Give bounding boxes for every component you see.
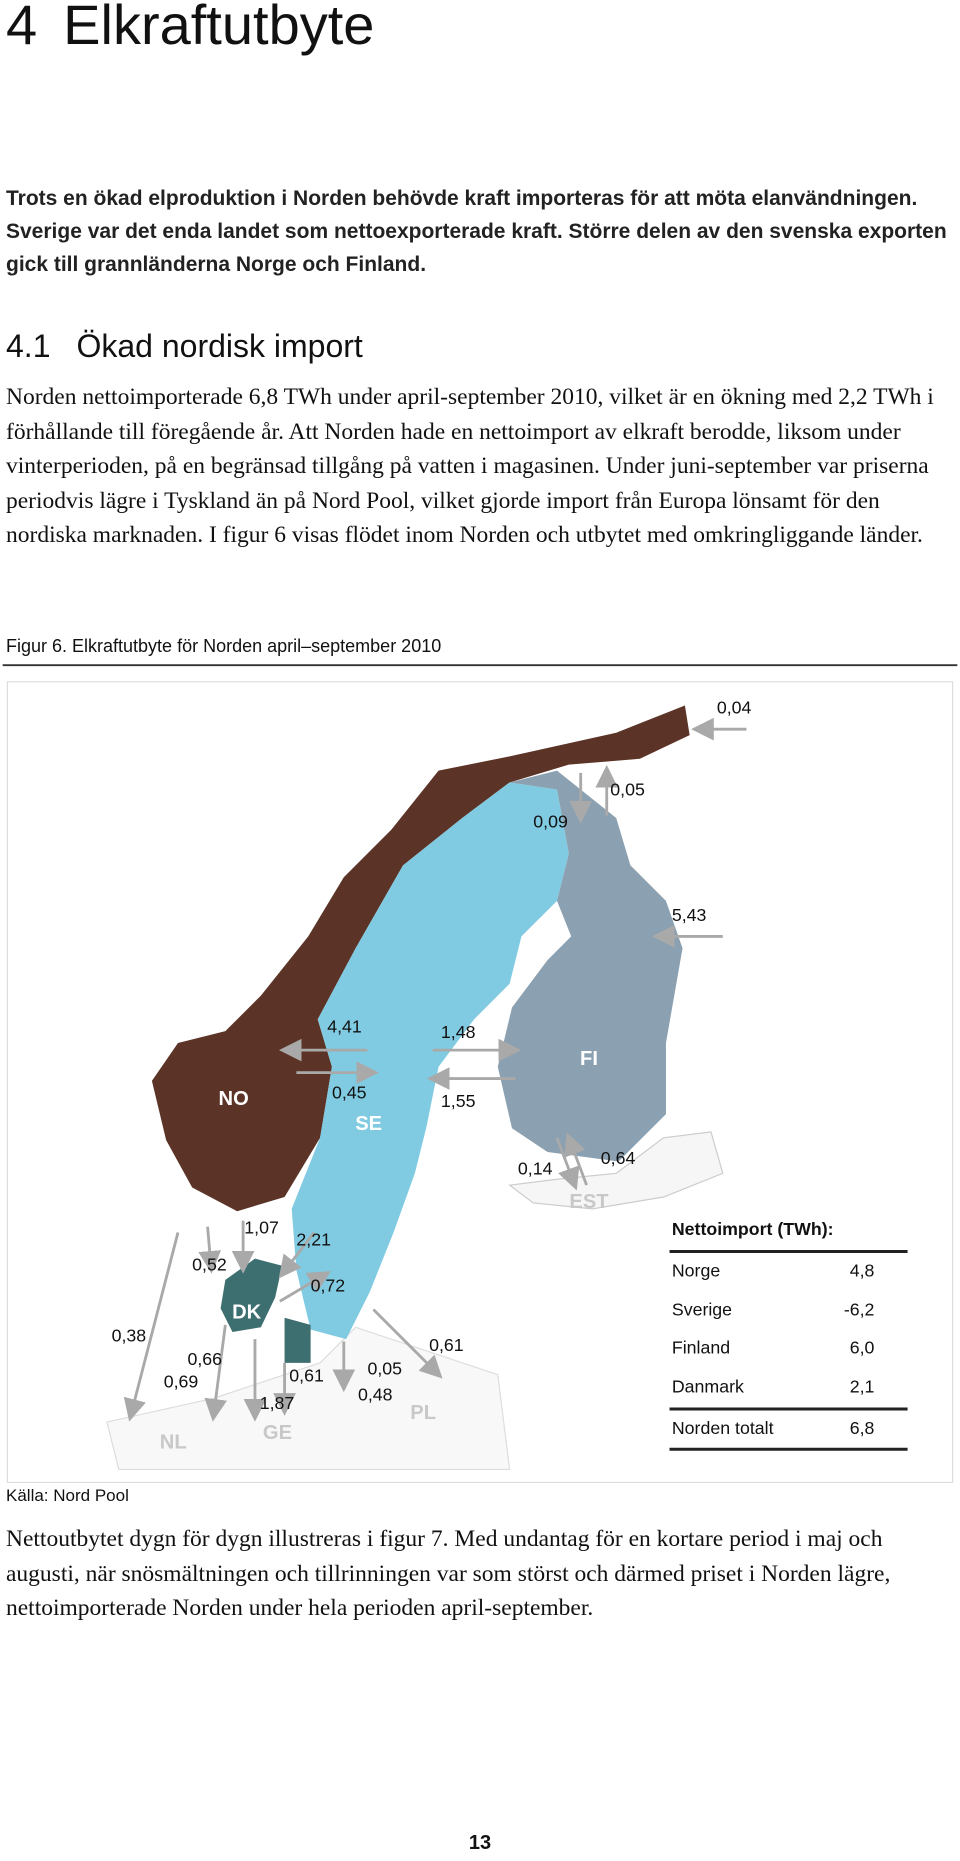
denmark bbox=[220, 1258, 283, 1333]
table-cell: Norden totalt bbox=[672, 1418, 774, 1438]
flow-label: 0,64 bbox=[601, 1148, 636, 1168]
table-cell: -6,2 bbox=[844, 1299, 875, 1319]
arrow bbox=[555, 1137, 580, 1191]
flow-label: 0,14 bbox=[518, 1158, 553, 1178]
arrow bbox=[123, 1232, 180, 1422]
flow-label: 1,07 bbox=[244, 1218, 279, 1238]
table-cell: 2,1 bbox=[850, 1376, 875, 1396]
net-import-table: Nettoimport (TWh): Norge 4,8 Sverige -6,… bbox=[669, 1219, 908, 1451]
flow-label: 0,72 bbox=[311, 1276, 346, 1296]
flow-label: 0,05 bbox=[610, 779, 645, 799]
arrow bbox=[278, 1231, 316, 1279]
arrow bbox=[564, 1132, 588, 1186]
table-cell: 4,8 bbox=[850, 1260, 875, 1280]
flow-label: 0,05 bbox=[367, 1359, 402, 1379]
flow-label: 5,43 bbox=[672, 905, 707, 925]
flow-label: 1,87 bbox=[260, 1393, 295, 1413]
section-title: Ökad nordisk import bbox=[76, 328, 363, 364]
flow-label: 0,69 bbox=[164, 1372, 199, 1392]
flow-label: 0,61 bbox=[289, 1366, 324, 1386]
figure-map: NO SE FI DK EST NL GE PL 0,04 0,05 0,09 … bbox=[2, 664, 958, 1484]
chapter-number: 4 bbox=[6, 0, 38, 56]
arrow bbox=[279, 1271, 331, 1303]
flow-label: 0,48 bbox=[358, 1385, 393, 1405]
table-cell: 6,0 bbox=[850, 1337, 875, 1357]
country-label: NO bbox=[219, 1088, 249, 1110]
table-cell: Norge bbox=[672, 1260, 720, 1280]
flow-label: 1,48 bbox=[441, 1022, 476, 1042]
flow-label: 0,52 bbox=[192, 1254, 227, 1274]
flow-label: 1,55 bbox=[441, 1091, 476, 1111]
section-heading: 4.1 Ökad nordisk import bbox=[6, 328, 363, 365]
table-cell: Danmark bbox=[672, 1376, 744, 1396]
flow-label: 0,45 bbox=[332, 1083, 367, 1103]
continent bbox=[106, 1326, 511, 1471]
flow-label: 0,04 bbox=[717, 698, 752, 718]
country-label: DK bbox=[232, 1301, 262, 1323]
table-cell: Sverige bbox=[672, 1299, 732, 1319]
country-label: SE bbox=[355, 1113, 382, 1135]
table-cell: Finland bbox=[672, 1337, 730, 1357]
country-label: EST bbox=[569, 1191, 609, 1213]
flow-label: 0,61 bbox=[429, 1335, 464, 1355]
flow-arrows bbox=[123, 717, 747, 1422]
denmark-islands bbox=[284, 1317, 311, 1363]
flow-label: 2,21 bbox=[296, 1230, 331, 1250]
flow-label: 0,09 bbox=[533, 811, 568, 831]
flow-label: 0,38 bbox=[112, 1325, 147, 1345]
arrow bbox=[198, 1226, 222, 1274]
arrow bbox=[204, 1324, 227, 1422]
country-label: FI bbox=[580, 1048, 598, 1070]
section-number: 4.1 bbox=[6, 328, 51, 364]
country-label: NL bbox=[160, 1432, 187, 1454]
country-label: GE bbox=[263, 1422, 292, 1444]
paragraph: Norden nettoimporterade 6,8 TWh under ap… bbox=[6, 384, 934, 548]
frame bbox=[6, 681, 954, 1484]
intro: Trots en ökad elproduktion i Norden behö… bbox=[6, 187, 947, 276]
flow-label: 0,66 bbox=[187, 1349, 222, 1369]
chapter-heading: 4 Elkraftutbyte bbox=[6, 0, 374, 57]
figure-caption: Figur 6. Elkraftutbyte för Norden april–… bbox=[6, 636, 442, 656]
page-number: 13 bbox=[468, 1832, 492, 1854]
chapter-title: Elkraftutbyte bbox=[63, 0, 375, 56]
flow-labels: 0,04 0,05 0,09 5,43 4,41 1,48 0,45 1,55 … bbox=[112, 698, 752, 1413]
source: Källa: Nord Pool bbox=[6, 1486, 129, 1505]
country-label: PL bbox=[410, 1402, 436, 1424]
finland bbox=[497, 770, 683, 1162]
sweden bbox=[291, 782, 569, 1340]
table-title: Nettoimport (TWh): bbox=[672, 1219, 834, 1239]
paragraph: Nettoutbytet dygn för dygn illustreras i… bbox=[6, 1526, 891, 1621]
norway bbox=[151, 705, 690, 1212]
table-cell: 6,8 bbox=[850, 1418, 875, 1438]
arrow bbox=[372, 1308, 443, 1379]
flow-label: 4,41 bbox=[327, 1016, 362, 1036]
